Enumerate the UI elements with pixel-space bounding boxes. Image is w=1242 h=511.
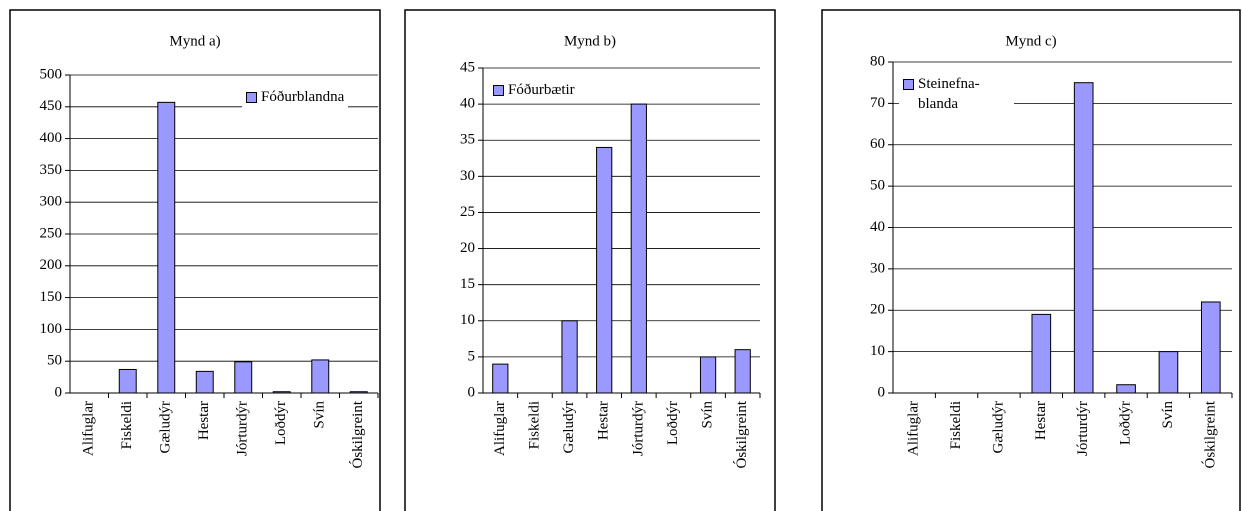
y-tick-label: 20 [460, 240, 475, 256]
bar [734, 349, 751, 394]
x-tick-label: Fiskeldi [948, 401, 964, 449]
bar [1031, 313, 1052, 394]
bar [118, 368, 137, 394]
x-tick-label: Óskilgreint [1201, 400, 1218, 468]
bar [596, 146, 613, 394]
y-tick-label: 0 [55, 384, 63, 400]
legend-label: Fóðurbætir [508, 82, 575, 98]
bar [699, 356, 717, 394]
x-tick-label: Loðdýr [1118, 401, 1134, 445]
y-tick-label: 0 [468, 384, 476, 400]
bar [630, 103, 647, 394]
y-tick-label: 20 [870, 302, 885, 318]
y-tick-label: 40 [870, 219, 885, 235]
y-tick-label: 10 [460, 312, 475, 328]
x-tick-label: Jórturdýr [630, 401, 646, 456]
x-tick-label: Gæludýr [990, 401, 1006, 454]
y-tick-label: 5 [468, 348, 476, 364]
x-tick-label: Svín [312, 401, 328, 429]
bar [272, 391, 291, 394]
x-tick-label: Hestar [596, 401, 612, 440]
bar [157, 101, 176, 394]
y-tick-label: 30 [870, 260, 885, 276]
x-tick-label: Gæludýr [158, 401, 174, 454]
legend-swatch [246, 92, 257, 103]
chart-frame [9, 9, 381, 511]
y-tick-label: 300 [40, 194, 63, 210]
bar [561, 320, 578, 394]
legend: Fóðurbætir [489, 78, 579, 102]
chart-title: Mynd b) [564, 33, 616, 49]
y-tick-label: 70 [870, 95, 885, 111]
x-tick-label: Óskilgreint [733, 400, 750, 468]
bar [195, 370, 214, 394]
x-tick-label: Jórturdýr [235, 401, 251, 456]
bar [234, 361, 253, 394]
x-tick-label: Svín [700, 401, 716, 429]
y-tick-label: 80 [870, 53, 885, 69]
bar [311, 359, 330, 394]
x-tick-label: Gæludýr [561, 401, 577, 454]
bar [1158, 351, 1179, 394]
x-tick-label: Óskilgreint [349, 400, 366, 468]
chart-frame [404, 9, 776, 511]
y-tick-label: 400 [40, 130, 63, 146]
legend-swatch [493, 85, 504, 96]
y-tick-label: 25 [460, 204, 475, 220]
x-tick-label: Jórturdýr [1075, 401, 1091, 456]
y-tick-label: 0 [878, 384, 886, 400]
x-tick-label: Hestar [1033, 401, 1049, 440]
y-tick-label: 35 [460, 132, 475, 148]
x-tick-label: Alifuglar [81, 401, 97, 456]
y-tick-label: 100 [40, 321, 63, 337]
y-tick-label: 450 [40, 98, 63, 114]
y-tick-label: 60 [870, 136, 885, 152]
bar [1116, 384, 1136, 394]
legend-label: Fóðurblandna [261, 89, 345, 105]
y-tick-label: 50 [47, 353, 62, 369]
x-tick-label: Fiskeldi [526, 401, 542, 449]
legend: Steinefna-blanda [899, 72, 1014, 116]
y-tick-label: 10 [870, 343, 885, 359]
y-tick-label: 150 [40, 289, 63, 305]
legend-label: Steinefna-blanda [918, 76, 980, 112]
y-tick-label: 45 [460, 59, 475, 75]
y-tick-label: 30 [460, 168, 475, 184]
x-tick-label: Alifuglar [492, 401, 508, 456]
y-tick-label: 250 [40, 225, 63, 241]
x-tick-label: Hestar [196, 401, 212, 440]
y-tick-label: 200 [40, 257, 63, 273]
y-tick-label: 15 [460, 276, 475, 292]
bar [1073, 82, 1094, 394]
x-tick-label: Loðdýr [273, 401, 289, 445]
legend-swatch [903, 79, 914, 90]
bar [1200, 301, 1221, 394]
x-tick-label: Fiskeldi [119, 401, 135, 449]
chart-title: Mynd a) [169, 33, 220, 49]
chart-title: Mynd c) [1005, 33, 1056, 49]
y-tick-label: 50 [870, 178, 885, 194]
x-tick-label: Alifuglar [906, 401, 922, 456]
y-tick-label: 350 [40, 162, 63, 178]
x-tick-label: Loðdýr [665, 401, 681, 445]
chart-frame [821, 9, 1241, 511]
y-tick-label: 500 [40, 66, 63, 82]
legend: Fóðurblandna [242, 85, 349, 109]
x-tick-label: Svín [1160, 401, 1176, 429]
bar [492, 363, 509, 394]
y-tick-label: 40 [460, 96, 475, 112]
bar [349, 391, 368, 394]
